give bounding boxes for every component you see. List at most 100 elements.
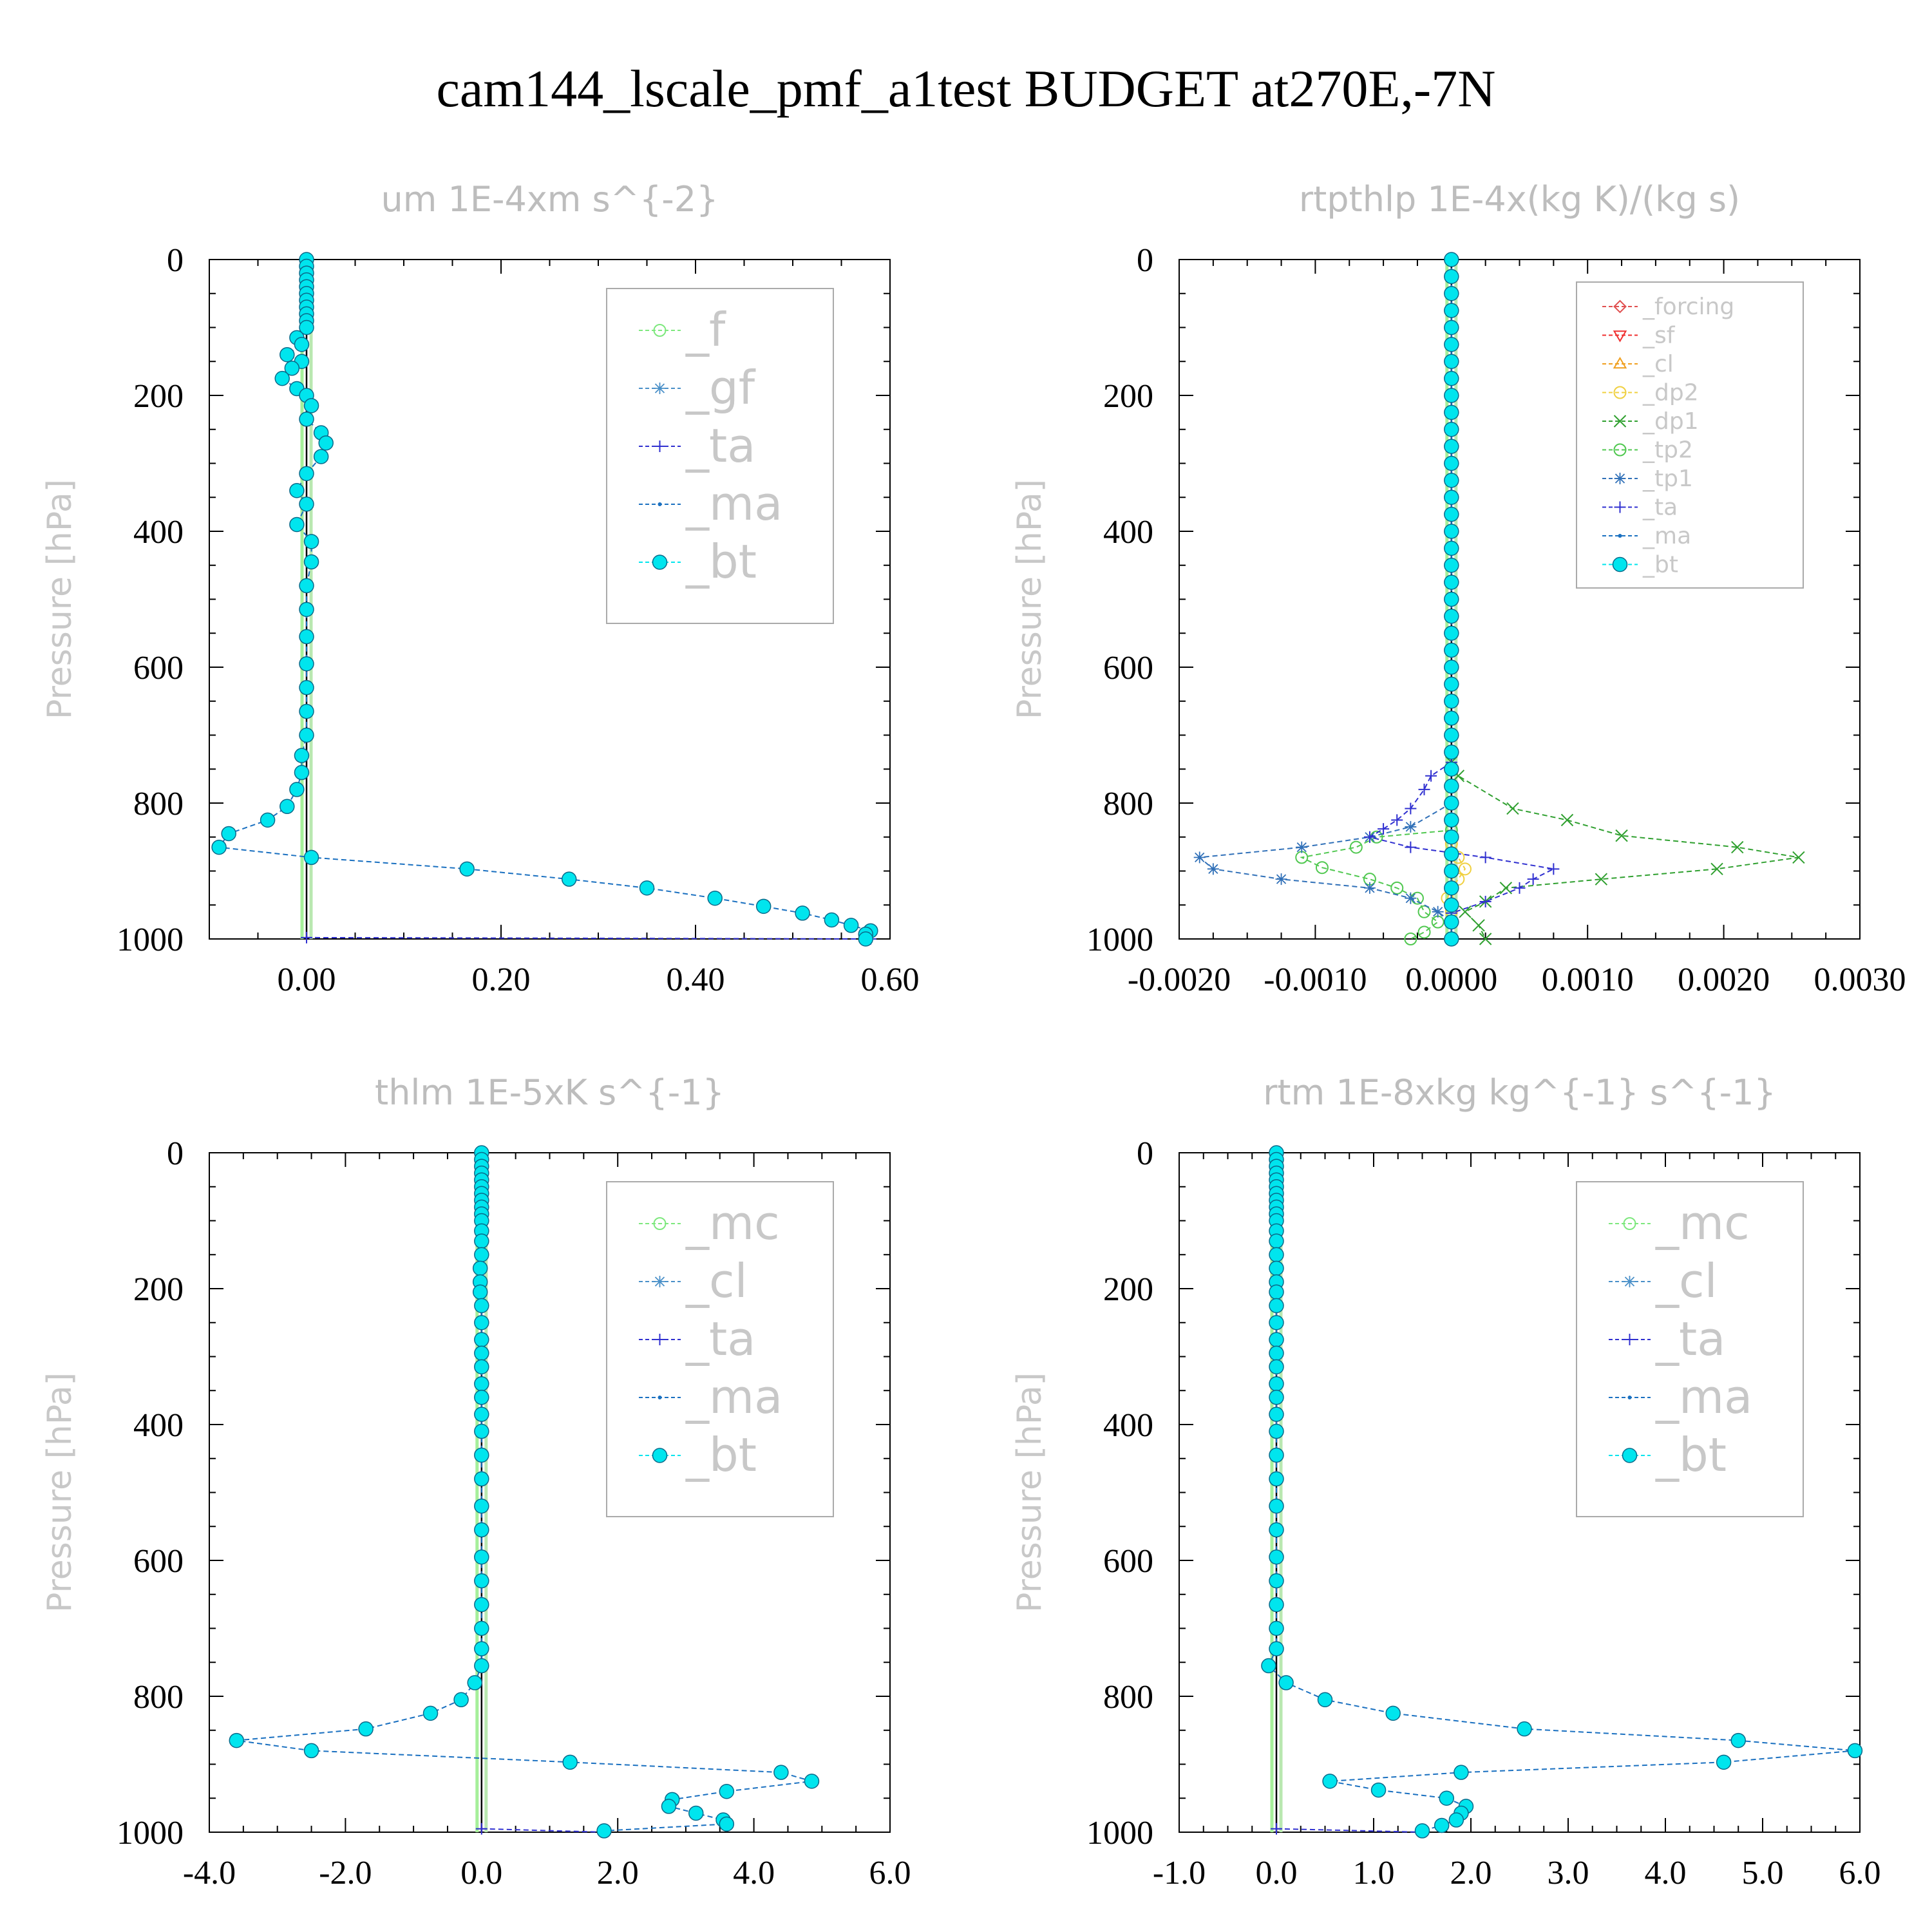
data-point [1444, 829, 1459, 845]
data-point [1444, 761, 1459, 777]
legend-marker [1623, 1217, 1636, 1230]
data-point [274, 370, 290, 386]
data-point [474, 1447, 489, 1463]
data-point [1527, 873, 1539, 886]
series-line [481, 1828, 605, 1833]
data-point [1444, 727, 1459, 743]
legend-box [606, 1181, 834, 1517]
y-tick-label: 0 [167, 242, 184, 279]
data-point [1444, 642, 1459, 658]
y-axis-label: Pressure [hPa] [41, 479, 79, 719]
data-point [1269, 1315, 1284, 1331]
data-point [1404, 933, 1417, 945]
data-point [1269, 1406, 1284, 1422]
panel-title: rtm 1E-8xkg kg^{-1} s^{-1} [1263, 1072, 1776, 1113]
data-point [561, 871, 577, 887]
legend-marker [1624, 1334, 1636, 1345]
legend-marker [653, 1217, 667, 1230]
legend-marker [1613, 415, 1627, 428]
data-point [211, 839, 227, 855]
data-point [1269, 1423, 1284, 1439]
data-point [707, 890, 723, 906]
data-point [299, 412, 314, 427]
data-point [1269, 1298, 1284, 1314]
data-point [1296, 841, 1308, 853]
panel-title: um 1E-4xm s^{-2} [381, 179, 719, 220]
data-point [279, 799, 295, 815]
y-tick-label: 1000 [1086, 1815, 1153, 1852]
data-point [1405, 820, 1417, 833]
data-point [1444, 914, 1459, 930]
x-tick-label: 0.40 [667, 961, 725, 998]
y-tick-label: 400 [1103, 514, 1153, 551]
legend-marker [658, 1396, 662, 1399]
data-point [289, 516, 305, 533]
legend-label: _ta [1655, 1312, 1725, 1366]
data-point [1431, 915, 1444, 929]
y-tick-label: 200 [133, 1271, 184, 1308]
x-tick-label: 0.0010 [1542, 961, 1634, 998]
legend-label: _ma [685, 477, 782, 531]
data-point [474, 1423, 489, 1439]
data-point [1315, 861, 1329, 875]
data-point [1444, 337, 1459, 352]
data-point [1193, 851, 1206, 864]
data-point [1444, 795, 1459, 811]
legend-label: _bt [1642, 552, 1678, 578]
data-point [562, 1754, 578, 1770]
legend-marker [1612, 556, 1628, 573]
series-line [1300, 829, 1452, 940]
legend-label: _ta [1642, 495, 1678, 521]
series-ta [475, 1823, 611, 1838]
data-point [467, 1675, 482, 1690]
data-point [299, 629, 314, 645]
data-point [474, 1376, 489, 1392]
data-point [299, 703, 314, 719]
data-point [1271, 1823, 1282, 1835]
legend: _forcing _sf_cl _dp2_dp1_tp2_tp1 _ta_ma _bt [1576, 281, 1804, 589]
legend-marker [654, 1334, 666, 1345]
series-line [1267, 1153, 1855, 1832]
y-tick-label: 800 [1103, 786, 1153, 822]
data-point [1363, 831, 1376, 843]
data-point [1405, 892, 1417, 904]
data-point [1479, 933, 1492, 945]
data-point [474, 1498, 489, 1514]
data-point [299, 727, 314, 743]
data-point [303, 534, 319, 549]
data-point [1444, 422, 1459, 437]
data-point [474, 1247, 489, 1262]
legend-label: _cl [1655, 1254, 1718, 1308]
data-point [422, 1705, 439, 1721]
data-point [1444, 625, 1459, 641]
data-point [1269, 1260, 1284, 1276]
series-tp2 [1295, 824, 1458, 945]
data-point [1792, 851, 1805, 864]
data-point [1517, 1721, 1532, 1737]
data-point [1444, 846, 1459, 862]
legend-marker [654, 440, 666, 452]
data-point [299, 578, 314, 594]
data-point [229, 1732, 245, 1748]
data-point [474, 1549, 489, 1565]
data-point [1425, 770, 1437, 782]
x-tick-label: 1.0 [1353, 1855, 1395, 1891]
y-tick-label: 600 [1103, 650, 1153, 687]
x-tick-label: 4.0 [733, 1855, 775, 1891]
data-point [318, 435, 334, 451]
legend-marker [653, 324, 667, 337]
data-point [858, 931, 873, 947]
data-point [279, 346, 295, 363]
data-point [1378, 823, 1390, 835]
series-line [1450, 762, 1799, 940]
series-dp1 [1445, 755, 1805, 945]
legend-marker [1613, 330, 1627, 343]
legend-marker [652, 554, 668, 570]
x-tick-label: 2.0 [597, 1855, 639, 1891]
panel-2: rtpthlp 1E-4x(kg K)/(kg s) 0 200 400 600 800 1… [1010, 179, 1906, 998]
series-line [236, 1153, 812, 1832]
figure-title: cam144_lscale_pmf_a1test BUDGET at270E,-… [437, 59, 1496, 118]
data-point [1444, 609, 1459, 624]
data-point [260, 812, 276, 828]
data-point [1414, 1823, 1430, 1839]
